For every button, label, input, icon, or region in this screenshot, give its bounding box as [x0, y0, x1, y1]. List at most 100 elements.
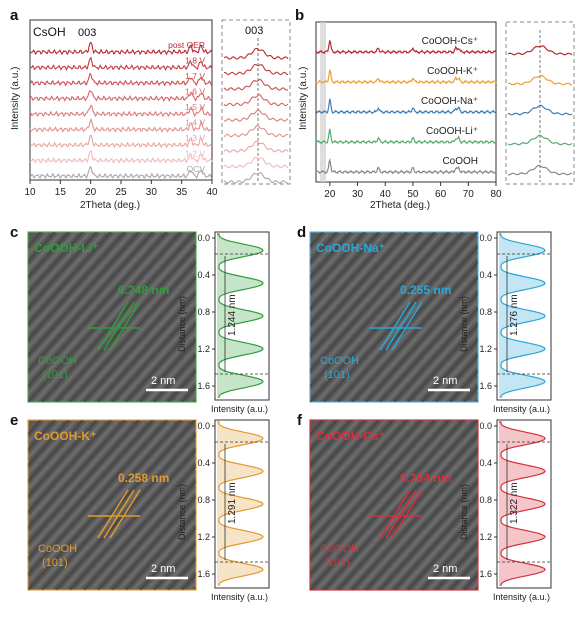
panel-a-trace	[29, 72, 213, 87]
profile-ytick-label: 1.2	[197, 532, 210, 542]
profile-total-distance: 1.244 nm	[227, 294, 238, 336]
tem-panel-d: CoOOH-Na⁺ 0.255 nm CoOOH (101) 2 nm 0.0 0.4 0.8…	[309, 231, 552, 414]
lattice-fringe	[28, 420, 155, 562]
profile-ytick-label: 0.4	[197, 270, 210, 280]
lattice-fringe	[427, 345, 478, 402]
lattice-fringe	[378, 290, 478, 402]
panel-a-inset-trace	[223, 109, 289, 122]
panel-b-trace	[315, 69, 497, 85]
panel-a-xtick-label: 25	[115, 187, 127, 198]
lattice-fringe	[124, 509, 196, 590]
panel-a-xtick-label: 20	[85, 187, 97, 198]
tem-spacing-label: 0.258 nm	[118, 471, 169, 485]
tem-phase-label: CoOOH-K⁺	[34, 429, 96, 443]
lattice-fringe	[110, 306, 196, 402]
lattice-fringe	[96, 478, 196, 590]
tem-fringe-marker	[379, 301, 411, 351]
panel-b-inset-trace	[507, 45, 573, 56]
lattice-fringe	[28, 232, 148, 366]
tem-fringe-marker	[385, 301, 417, 351]
lattice-fringe	[310, 420, 381, 499]
lattice-fringe	[310, 232, 339, 265]
lattice-fringe	[28, 420, 127, 531]
lattice-fringe	[75, 267, 196, 402]
lattice-fringe	[110, 494, 196, 590]
profile-ytick-label: 1.2	[479, 532, 492, 542]
lattice-fringe	[68, 259, 196, 402]
profile-fill	[499, 234, 545, 398]
lattice-fringe	[310, 420, 346, 461]
panel-letter-e: e	[10, 412, 18, 429]
panel-a-series-label: 1.5 V	[185, 102, 205, 112]
lattice-fringe	[28, 420, 120, 523]
panel-letter-b: b	[295, 7, 304, 24]
lattice-fringe	[145, 533, 196, 590]
panel-a-inset-trace	[223, 93, 289, 107]
lattice-fringe	[315, 420, 472, 590]
lattice-fringe	[117, 502, 196, 590]
profile-ytick-label: 1.6	[479, 381, 492, 391]
panel-b-inset-trace	[507, 164, 573, 176]
panel-a-inset-trace	[223, 124, 289, 138]
panel-b-inset-frame	[505, 21, 575, 185]
lattice-fringe	[357, 455, 478, 590]
tem-fringe-marker	[97, 489, 129, 539]
panel-b-series-label: CoOOH-Cs⁺	[422, 36, 478, 47]
lattice-fringe	[152, 353, 196, 402]
panel-a-trace	[29, 135, 212, 149]
panel-a-inset-trace	[223, 47, 289, 60]
profile-total-distance: 1.322 nm	[509, 482, 520, 524]
lattice-fringe	[131, 517, 196, 590]
profile-total-distance: 1.276 nm	[509, 294, 520, 336]
lattice-fringe	[310, 232, 465, 402]
panel-b-ylabel: Intensity (a.u.)	[298, 67, 309, 130]
lattice-fringe	[28, 232, 106, 319]
panel-b-frame	[315, 21, 497, 183]
lattice-fringe	[89, 283, 196, 402]
panel-a-inset-trace	[223, 171, 289, 184]
panel-a-xtick-label: 30	[146, 187, 158, 198]
profile-xlabel: Intensity (a.u.)	[493, 404, 550, 414]
lattice-fringe	[61, 439, 196, 590]
lattice-fringe	[448, 556, 478, 590]
lattice-fringe	[343, 439, 478, 590]
tem-plane-index: (101)	[42, 557, 68, 569]
profile-xlabel: Intensity (a.u.)	[493, 592, 550, 602]
lattice-fringe	[448, 368, 478, 402]
panel-b-xlabel: 2Theta (deg.)	[370, 200, 430, 211]
profile-ylabel: Distance (nm)	[177, 296, 187, 352]
profile-ytick-label: 1.2	[479, 344, 492, 354]
panel-b-inset-trace	[507, 134, 573, 146]
lattice-fringe	[392, 306, 478, 402]
panel-a: CsOH 003 Intensity (a.u.) 2Theta (deg.) …	[10, 19, 291, 211]
lattice-fringe	[310, 420, 451, 577]
lattice-fringe	[75, 455, 196, 590]
lattice-fringe	[28, 232, 78, 288]
panel-b-traces	[315, 39, 497, 175]
panel-a-ylabel: Intensity (a.u.)	[10, 67, 21, 130]
lattice-fringe	[166, 556, 196, 590]
lattice-fringe	[28, 420, 169, 577]
panel-a-trace	[29, 104, 213, 118]
lattice-fringe	[166, 368, 196, 402]
lattice-fringe	[28, 232, 57, 265]
lattice-fringe	[82, 275, 196, 402]
panel-b-series-label: CoOOH-Li⁺	[426, 126, 478, 137]
lattice-fringe	[562, 420, 585, 590]
lattice-fringe	[310, 232, 395, 327]
profile-ylabel: Distance (nm)	[459, 484, 469, 540]
tem-fringe-marker	[391, 301, 423, 351]
panel-a-inset-trace	[223, 140, 289, 153]
lattice-fringe	[385, 486, 478, 590]
lattice-fringe	[33, 420, 190, 590]
profile-curve	[499, 233, 546, 398]
lattice-fringe	[420, 525, 478, 590]
panel-a-xtick-label: 10	[24, 187, 36, 198]
lattice-fringe	[310, 232, 451, 389]
lattice-fringe	[413, 517, 478, 590]
profile-ytick-label: 1.2	[197, 344, 210, 354]
profile-frame	[214, 419, 270, 589]
lattice-fringe	[399, 502, 478, 590]
panel-b-xtick-label: 80	[490, 189, 502, 200]
panel-b-inset-traces	[507, 45, 573, 176]
